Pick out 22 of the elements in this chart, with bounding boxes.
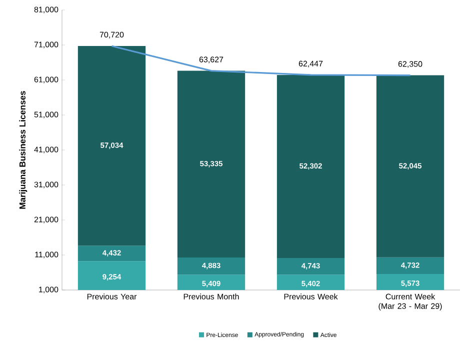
bar [177,70,246,258]
y-tick-label: 81,000 [34,6,58,14]
bar [78,46,146,246]
y-tick-label: 11,000 [35,252,58,258]
y-tick-label: 1,000 [39,286,58,294]
y-tick-label: 31,000 [34,182,58,188]
x-tick-label: Current Week (Mar 23 - Mar 29) [378,294,442,310]
bar [276,74,345,258]
x-tick-label: Previous Year [87,294,137,300]
y-axis-title: Marijuana Business Licenses [19,91,28,209]
data-label: 70,720 [100,32,124,38]
y-tick-label: 61,000 [34,76,58,84]
data-label: 62,350 [398,61,422,68]
y-tick-label: 21,000 [34,216,58,224]
bar [376,75,444,258]
y-tick-label: 51,000 [34,112,58,118]
data-label: 62,447 [298,60,323,68]
x-tick-label: Previous Week [284,294,338,300]
y-tick-label: 71,000 [34,42,58,48]
x-tick-label: Previous Month [184,294,239,300]
data-label: 63,627 [199,56,224,64]
y-tick-label: 41,000 [34,146,58,154]
